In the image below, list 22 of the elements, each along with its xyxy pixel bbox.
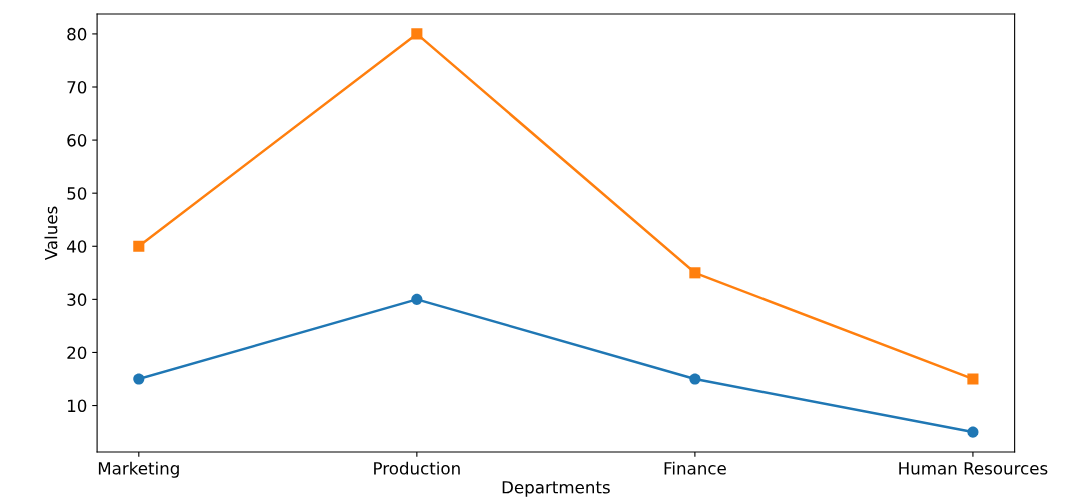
y-tick-label: 20 — [67, 346, 87, 360]
y-tick-label: 80 — [67, 27, 87, 41]
y-tick-label: 40 — [66, 240, 87, 253]
point — [967, 373, 979, 385]
x-tick-label: Marketing — [98, 461, 179, 478]
y-tick-label: 30 — [67, 293, 87, 306]
point — [133, 373, 145, 385]
point — [411, 28, 423, 40]
x-tick-label: Finance — [664, 461, 726, 475]
point — [133, 240, 145, 252]
point — [967, 426, 979, 438]
y-axis-title: Values — [44, 206, 58, 261]
y-tick-label: 60 — [67, 134, 87, 147]
point — [411, 293, 423, 305]
x-tick-label: Production — [374, 461, 460, 475]
y-tick-label: 10 — [68, 399, 87, 413]
y-tick-label: 50 — [67, 187, 87, 200]
y-tick-label: 70 — [67, 80, 87, 94]
point — [689, 267, 701, 279]
x-tick-label: Human Resources — [899, 462, 1048, 475]
point — [689, 373, 701, 385]
x-axis-title: Departments — [502, 481, 610, 497]
